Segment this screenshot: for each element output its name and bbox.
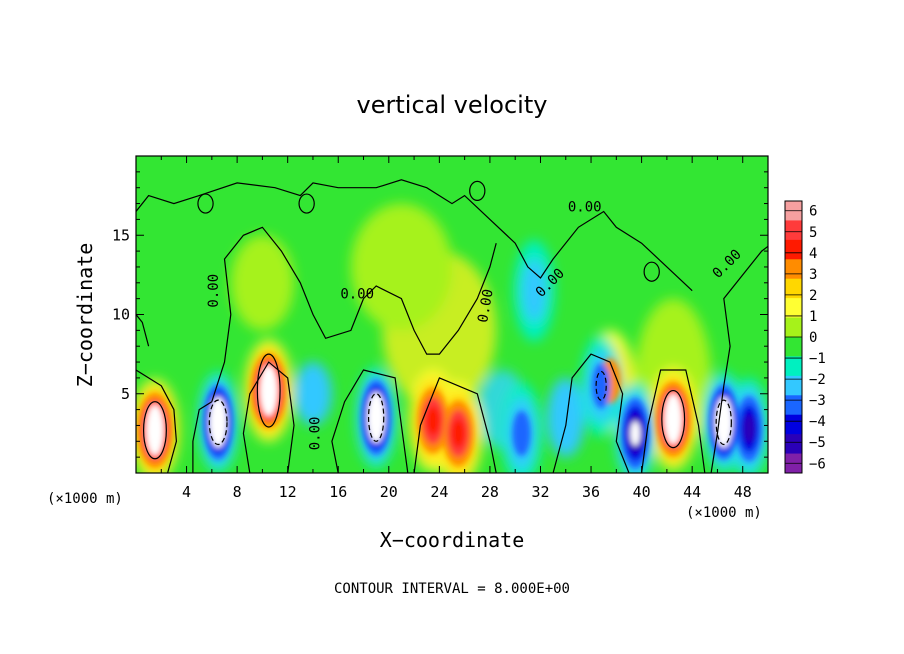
colorbar-swatch xyxy=(785,220,802,241)
cell-white-core xyxy=(367,392,386,443)
colorbar-label: −6 xyxy=(809,456,826,472)
negative-contour xyxy=(595,370,607,401)
x-tick-label: 40 xyxy=(633,483,651,501)
zero-contour xyxy=(192,401,213,473)
colorbar-swatch xyxy=(785,375,802,396)
small-zero-contour xyxy=(197,193,214,214)
positive-contour xyxy=(142,401,167,460)
y-axis-ticks: 5 10 15 xyxy=(112,171,768,458)
colorbar-swatch xyxy=(785,414,802,435)
zero-contour xyxy=(710,245,768,473)
colorbar-swatch xyxy=(785,395,802,416)
colorbar-swatch xyxy=(785,337,802,357)
colorbar-swatch xyxy=(785,356,802,377)
zero-contour xyxy=(136,179,693,292)
zero-contour xyxy=(136,369,178,473)
x-tick-label: 44 xyxy=(683,483,701,501)
x-tick-label: 48 xyxy=(734,483,752,501)
colorbar-label: 1 xyxy=(809,309,817,325)
colorbar-label: −5 xyxy=(809,435,826,451)
x-tick-label: 12 xyxy=(279,483,297,501)
contour-lines xyxy=(136,179,768,473)
colorbar-label: 2 xyxy=(809,288,817,304)
colorbar: 6 5 4 3 2 1 0 −1 −2 −3 −4 −5 −6 xyxy=(784,200,826,474)
contour-label: 0.00 xyxy=(206,274,222,308)
contour-label: 0.00 xyxy=(568,199,602,215)
cell-white-core xyxy=(146,404,164,456)
zero-contour xyxy=(641,369,706,473)
cell-white-core xyxy=(259,365,278,416)
colorbar-label: 0 xyxy=(809,330,817,346)
x-tick-label: 20 xyxy=(380,483,398,501)
negative-contour xyxy=(367,393,385,442)
x-tick-label: 4 xyxy=(182,483,191,501)
x-tick-label: 36 xyxy=(582,483,600,501)
chart-title: vertical velocity xyxy=(357,91,548,119)
positive-contour xyxy=(661,389,686,449)
zero-contour xyxy=(242,361,295,473)
negative-contour xyxy=(715,399,732,446)
colorbar-swatch xyxy=(785,278,802,299)
y-tick-label: 10 xyxy=(112,306,130,324)
contour-label: 0.00 xyxy=(340,287,374,303)
x-axis-label: X−coordinate xyxy=(380,528,525,552)
colorbar-label: −1 xyxy=(809,351,826,367)
colorbar-swatch xyxy=(785,239,802,260)
contour-label: 0.00 xyxy=(307,417,323,451)
cell-white-core xyxy=(209,396,228,448)
x-tick-label: 16 xyxy=(329,483,347,501)
zero-contour xyxy=(331,369,409,473)
colorbar-label: 3 xyxy=(809,267,817,283)
zero-contour xyxy=(136,314,150,347)
x-tick-label: 24 xyxy=(430,483,448,501)
zero-contour xyxy=(211,226,497,402)
cell-white-core xyxy=(714,396,733,448)
x-tick-label: 8 xyxy=(233,483,242,501)
updraft-core xyxy=(426,406,440,436)
y-axis-label: Z−coordinate xyxy=(73,243,97,388)
small-zero-contour xyxy=(298,193,315,214)
colorbar-label: −2 xyxy=(809,372,826,388)
downdraft-core xyxy=(743,414,755,444)
colorbar-swatch xyxy=(785,434,802,455)
contour-interval-note: CONTOUR INTERVAL = 8.000E+00 xyxy=(334,581,570,597)
downdraft-core xyxy=(521,259,547,322)
y-tick-label: 15 xyxy=(112,226,130,244)
contour-label: 0.00 xyxy=(475,288,497,324)
colorbar-label: −3 xyxy=(809,393,826,409)
colorbar-label: 5 xyxy=(809,225,817,241)
downdraft-core xyxy=(592,363,611,409)
colorbar-swatch xyxy=(785,317,802,338)
x-tick-label: 32 xyxy=(531,483,549,501)
colorbar-swatch xyxy=(785,298,802,319)
small-zero-contour xyxy=(643,261,660,282)
colorbar-label: 4 xyxy=(809,246,817,262)
x-unit-left: (×1000 m) xyxy=(47,491,123,507)
velocity-field xyxy=(136,203,768,473)
updraft-core xyxy=(451,418,466,448)
x-axis-ticks: 4 8 12 16 20 24 28 32 36 40 44 48 xyxy=(160,156,752,501)
cell-white-core xyxy=(664,393,683,445)
x-unit-right: (×1000 m) xyxy=(686,505,762,521)
small-zero-contour xyxy=(469,180,486,201)
zero-contour xyxy=(413,377,497,473)
cyan-wash xyxy=(546,377,585,458)
downdraft-core xyxy=(630,421,641,446)
plot-area xyxy=(136,156,768,473)
colorbar-label: −4 xyxy=(809,414,826,430)
positive-contour xyxy=(256,353,281,428)
downdraft-core xyxy=(512,410,531,456)
cyan-wash xyxy=(294,362,332,426)
colorbar-label: 6 xyxy=(809,204,817,220)
yellow-wash xyxy=(350,203,452,331)
yellow-wash xyxy=(230,235,294,331)
colorbar-swatch xyxy=(785,259,802,280)
y-tick-label: 5 xyxy=(121,385,130,403)
x-tick-label: 28 xyxy=(481,483,499,501)
zero-contour xyxy=(552,353,630,473)
negative-contour xyxy=(208,399,228,446)
